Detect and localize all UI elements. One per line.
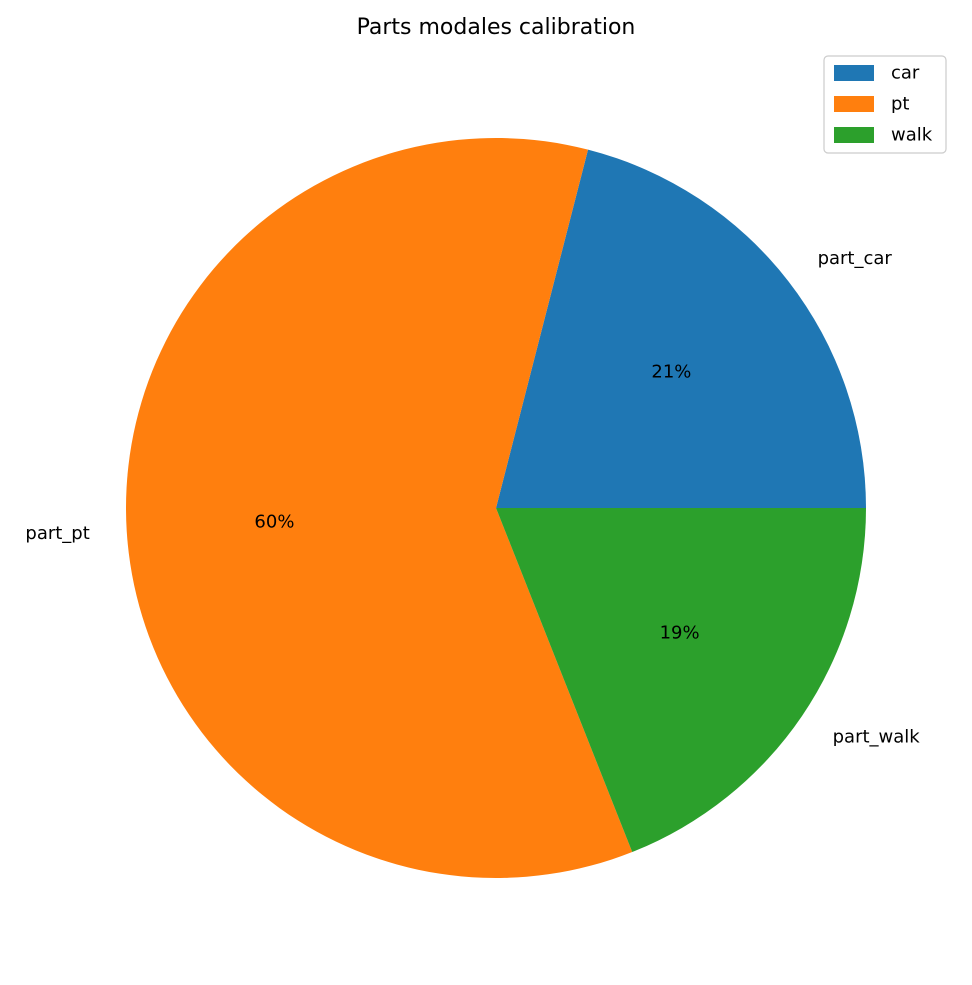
pie-slices [125, 137, 866, 878]
slice-label-pt: part_pt [25, 523, 89, 544]
slice-percent-pt: 60% [254, 511, 294, 532]
legend-label-pt: pt [891, 94, 909, 115]
pie-slice-pt [125, 137, 633, 878]
pie-slice-car [496, 149, 866, 508]
legend-label-walk: walk [891, 125, 933, 146]
slice-percent-car: 21% [651, 361, 691, 382]
legend-swatch-walk [834, 127, 874, 143]
legend-swatch-pt [834, 96, 874, 112]
pie-slice-walk [496, 508, 866, 853]
pie-labels: part_car 21% part_pt 60% part_walk 19% [25, 248, 920, 747]
legend-label-car: car [891, 63, 920, 84]
legend-swatch-car [834, 65, 874, 81]
slice-label-car: part_car [818, 248, 893, 269]
slice-label-walk: part_walk [833, 726, 921, 747]
slice-percent-walk: 19% [660, 622, 700, 643]
legend: car pt walk [823, 55, 947, 154]
chart-title: Parts modales calibration [357, 15, 636, 40]
